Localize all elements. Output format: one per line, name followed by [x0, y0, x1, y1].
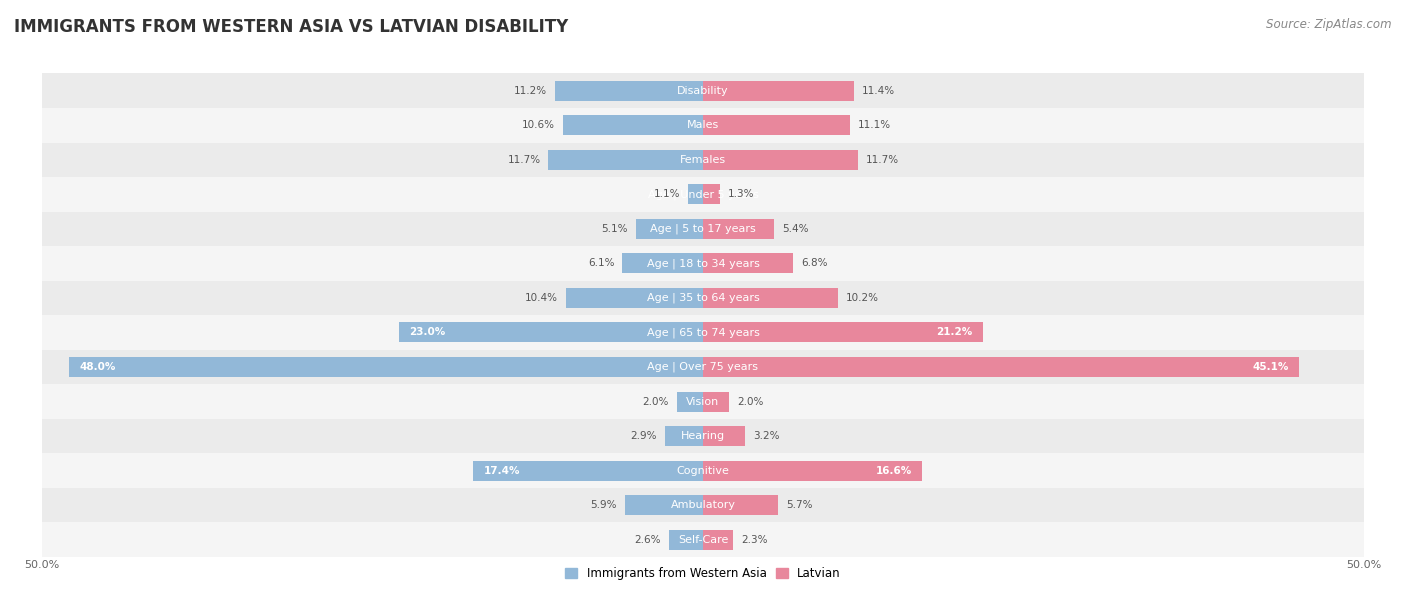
Bar	[42, 523, 1364, 557]
Text: 3.2%: 3.2%	[754, 431, 780, 441]
Bar	[548, 150, 703, 170]
Bar	[399, 323, 703, 343]
Text: 1.1%: 1.1%	[654, 189, 681, 200]
Bar	[42, 349, 1364, 384]
Text: 11.7%: 11.7%	[866, 155, 898, 165]
Bar	[703, 115, 849, 135]
Bar	[42, 384, 1364, 419]
Bar	[42, 315, 1364, 349]
Bar	[42, 488, 1364, 523]
Text: 16.6%: 16.6%	[876, 466, 912, 476]
Text: 1.3%: 1.3%	[728, 189, 755, 200]
Text: 10.4%: 10.4%	[524, 293, 558, 303]
Text: Vision: Vision	[686, 397, 720, 406]
Text: 5.9%: 5.9%	[591, 500, 617, 510]
Text: 5.1%: 5.1%	[602, 224, 627, 234]
Bar	[565, 288, 703, 308]
Bar	[623, 253, 703, 274]
Bar	[42, 246, 1364, 281]
Bar	[42, 143, 1364, 177]
Text: 10.2%: 10.2%	[846, 293, 879, 303]
Bar	[42, 177, 1364, 212]
Text: 11.7%: 11.7%	[508, 155, 540, 165]
Bar	[42, 281, 1364, 315]
Text: Age | Under 5 years: Age | Under 5 years	[648, 189, 758, 200]
Text: 11.2%: 11.2%	[515, 86, 547, 95]
Text: 21.2%: 21.2%	[936, 327, 973, 337]
Bar	[703, 529, 734, 550]
Bar	[676, 392, 703, 411]
Text: Self-Care: Self-Care	[678, 535, 728, 545]
Text: 17.4%: 17.4%	[484, 466, 520, 476]
Text: 11.4%: 11.4%	[862, 86, 894, 95]
Text: 5.7%: 5.7%	[786, 500, 813, 510]
Text: 2.0%: 2.0%	[643, 397, 669, 406]
Bar	[703, 219, 775, 239]
Text: 2.3%: 2.3%	[741, 535, 768, 545]
Text: Age | Over 75 years: Age | Over 75 years	[648, 362, 758, 372]
Text: 6.8%: 6.8%	[801, 258, 827, 269]
Text: Ambulatory: Ambulatory	[671, 500, 735, 510]
Text: 2.9%: 2.9%	[630, 431, 657, 441]
Text: Disability: Disability	[678, 86, 728, 95]
Bar	[42, 108, 1364, 143]
Bar	[703, 426, 745, 446]
Text: 23.0%: 23.0%	[409, 327, 446, 337]
Bar	[689, 184, 703, 204]
Text: Source: ZipAtlas.com: Source: ZipAtlas.com	[1267, 18, 1392, 31]
Text: Hearing: Hearing	[681, 431, 725, 441]
Bar	[703, 184, 720, 204]
Bar	[703, 81, 853, 101]
Legend: Immigrants from Western Asia, Latvian: Immigrants from Western Asia, Latvian	[561, 562, 845, 585]
Bar	[703, 357, 1299, 377]
Bar	[626, 495, 703, 515]
Text: 10.6%: 10.6%	[522, 120, 555, 130]
Bar	[42, 419, 1364, 453]
Text: Age | 35 to 64 years: Age | 35 to 64 years	[647, 293, 759, 303]
Text: Age | 18 to 34 years: Age | 18 to 34 years	[647, 258, 759, 269]
Text: IMMIGRANTS FROM WESTERN ASIA VS LATVIAN DISABILITY: IMMIGRANTS FROM WESTERN ASIA VS LATVIAN …	[14, 18, 568, 36]
Text: Males: Males	[688, 120, 718, 130]
Text: Cognitive: Cognitive	[676, 466, 730, 476]
Text: 11.1%: 11.1%	[858, 120, 891, 130]
Bar	[665, 426, 703, 446]
Text: 6.1%: 6.1%	[588, 258, 614, 269]
Bar	[555, 81, 703, 101]
Bar	[42, 73, 1364, 108]
Bar	[472, 461, 703, 480]
Bar	[42, 453, 1364, 488]
Bar	[42, 212, 1364, 246]
Bar	[703, 392, 730, 411]
Bar	[69, 357, 703, 377]
Text: Age | 65 to 74 years: Age | 65 to 74 years	[647, 327, 759, 338]
Bar	[703, 323, 983, 343]
Text: 48.0%: 48.0%	[79, 362, 115, 372]
Text: 5.4%: 5.4%	[782, 224, 808, 234]
Text: 45.1%: 45.1%	[1253, 362, 1288, 372]
Text: Age | 5 to 17 years: Age | 5 to 17 years	[650, 223, 756, 234]
Text: 2.6%: 2.6%	[634, 535, 661, 545]
Bar	[562, 115, 703, 135]
Bar	[703, 461, 922, 480]
Bar	[636, 219, 703, 239]
Text: Females: Females	[681, 155, 725, 165]
Bar	[703, 150, 858, 170]
Bar	[703, 495, 779, 515]
Bar	[669, 529, 703, 550]
Bar	[703, 288, 838, 308]
Text: 2.0%: 2.0%	[737, 397, 763, 406]
Bar	[703, 253, 793, 274]
